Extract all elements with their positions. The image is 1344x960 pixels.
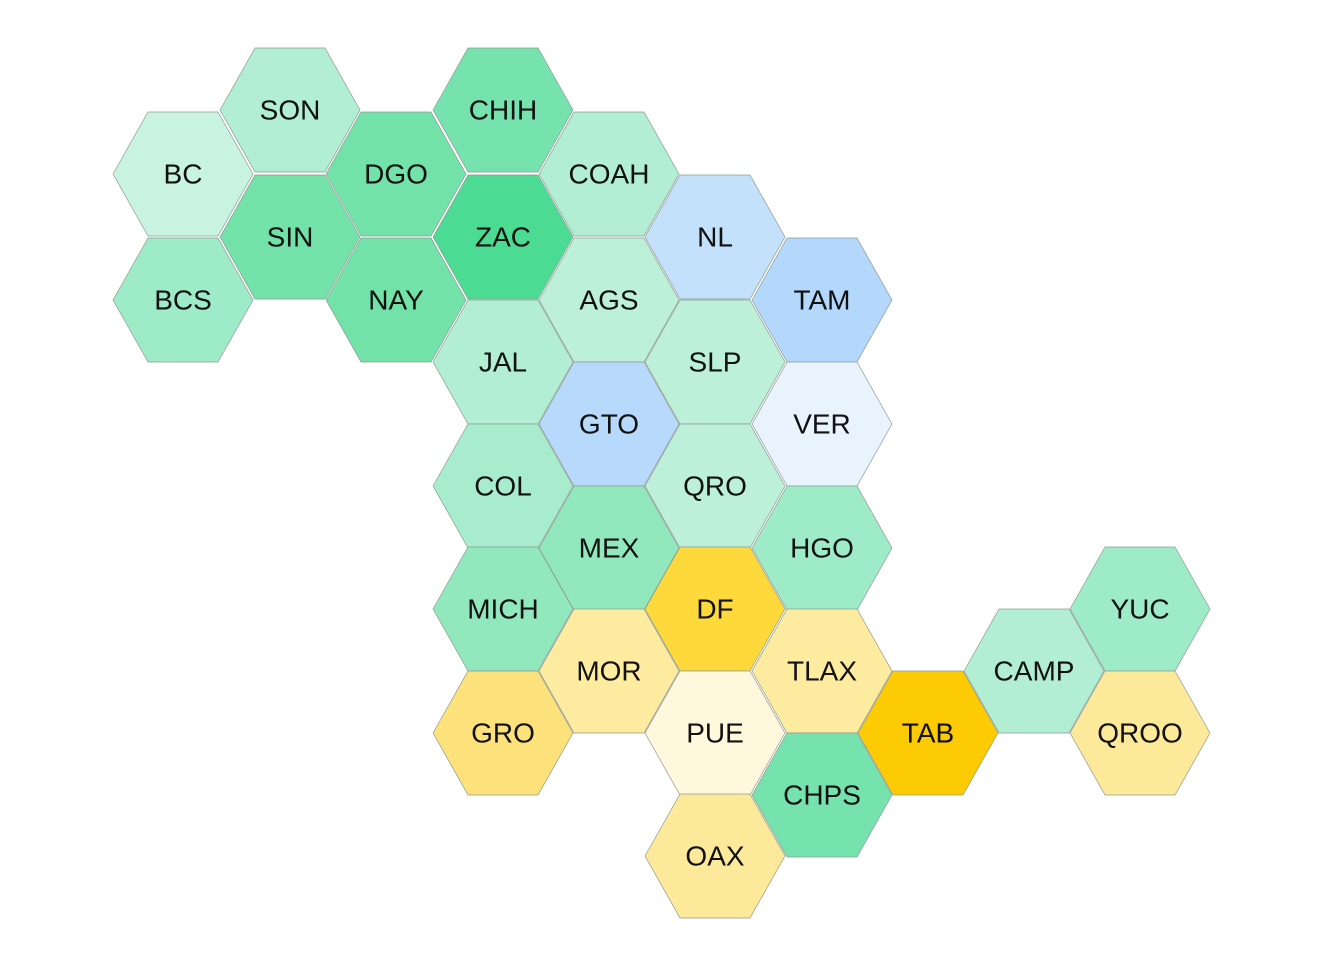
hex-cell: [432, 670, 574, 796]
hex-cell: [963, 608, 1105, 734]
hex-coah: COAH: [538, 111, 680, 237]
state-label: ZAC: [475, 222, 531, 253]
hex-dgo: DGO: [325, 111, 467, 237]
state-label: QRO: [683, 471, 747, 502]
hex-sin: SIN: [219, 174, 361, 300]
hex-cell: [219, 174, 361, 300]
state-label: DF: [696, 594, 733, 625]
hex-tab: TAB: [857, 670, 999, 796]
state-label: TLAX: [787, 656, 857, 687]
hex-chih: CHIH: [432, 47, 574, 173]
state-label: TAM: [793, 285, 850, 316]
state-label: CAMP: [994, 656, 1075, 687]
hex-df: DF: [644, 546, 786, 672]
hex-cell: [432, 174, 574, 300]
state-label: CHPS: [783, 780, 861, 811]
hex-cell: [432, 47, 574, 173]
hex-mor: MOR: [538, 608, 680, 734]
hex-cell: [857, 670, 999, 796]
hex-mich: MICH: [432, 546, 574, 672]
state-label: TAB: [902, 718, 954, 749]
state-label: AGS: [579, 285, 638, 316]
hex-camp: CAMP: [963, 608, 1105, 734]
hex-gto: GTO: [538, 361, 680, 487]
hex-jal: JAL: [432, 299, 574, 425]
state-label: SIN: [267, 222, 314, 253]
hex-cell: [325, 111, 467, 237]
state-label: BC: [164, 159, 203, 190]
state-label: OAX: [685, 841, 744, 872]
hex-bcs: BCS: [112, 237, 254, 363]
state-label: MEX: [579, 533, 640, 564]
hex-pue: PUE: [644, 670, 786, 796]
state-label: PUE: [686, 718, 744, 749]
hex-cell: [644, 174, 786, 300]
state-label: GRO: [471, 718, 535, 749]
hex-cell: [112, 111, 254, 237]
hex-cell: [219, 47, 361, 173]
state-label: VER: [793, 409, 851, 440]
state-label: NL: [697, 222, 733, 253]
hex-cell: [112, 237, 254, 363]
hex-son: SON: [219, 47, 361, 173]
hex-cell: [644, 793, 786, 919]
hex-hgo: HGO: [751, 485, 893, 611]
state-label: MICH: [467, 594, 539, 625]
state-label: DGO: [364, 159, 428, 190]
state-label: NAY: [368, 285, 424, 316]
state-label: MOR: [576, 656, 641, 687]
hex-yuc: YUC: [1069, 546, 1211, 672]
hex-cell: [1069, 670, 1211, 796]
state-label: COAH: [569, 159, 650, 190]
hex-cell: [325, 237, 467, 363]
state-label: SON: [260, 95, 321, 126]
state-label: GTO: [579, 409, 639, 440]
hex-col: COL: [432, 423, 574, 549]
hex-zac: ZAC: [432, 174, 574, 300]
hex-nay: NAY: [325, 237, 467, 363]
hex-cell: [751, 732, 893, 858]
hex-qro: QRO: [644, 423, 786, 549]
state-label: YUC: [1110, 594, 1169, 625]
state-label: HGO: [790, 533, 854, 564]
state-label: COL: [474, 471, 532, 502]
state-label: JAL: [479, 347, 527, 378]
hex-cell: [538, 111, 680, 237]
hex-cell: [538, 608, 680, 734]
state-label: QROO: [1097, 718, 1183, 749]
hex-gro: GRO: [432, 670, 574, 796]
hex-slp: SLP: [644, 299, 786, 425]
hex-nl: NL: [644, 174, 786, 300]
hex-ags: AGS: [538, 237, 680, 363]
hex-bc: BC: [112, 111, 254, 237]
state-label: CHIH: [469, 95, 537, 126]
state-label: BCS: [154, 285, 212, 316]
state-label: SLP: [689, 347, 742, 378]
hex-qroo: QROO: [1069, 670, 1211, 796]
hex-oax: OAX: [644, 793, 786, 919]
hex-chps: CHPS: [751, 732, 893, 858]
